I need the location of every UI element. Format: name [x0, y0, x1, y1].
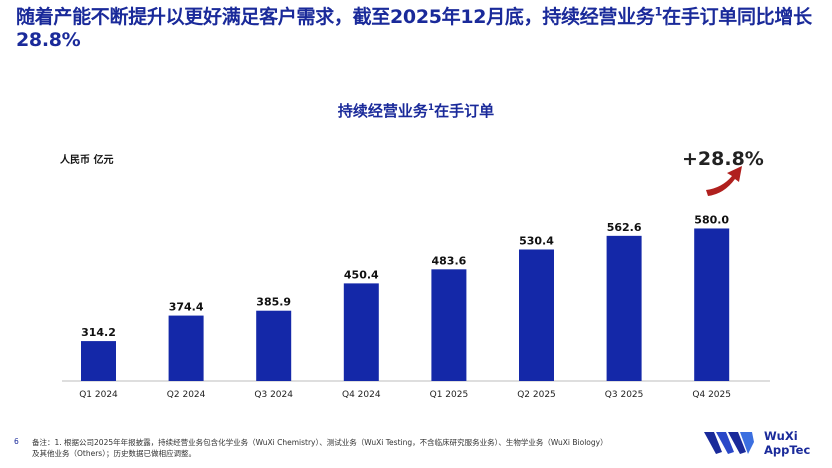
bar-q2-2025: [519, 249, 554, 381]
data-label: 580.0: [694, 213, 729, 226]
y-unit-label: 人民币 亿元: [60, 155, 114, 166]
headline-footnote-marker: 1: [654, 4, 663, 19]
chart-title-text: 持续经营业务: [337, 102, 428, 120]
page-headline: 随着产能不断提升以更好满足客户需求，截至2025年12月底，持续经营业务1在手订…: [16, 6, 816, 52]
headline-text: 随着产能不断提升以更好满足客户需求，截至2025年12月底，持续经营业务: [16, 6, 655, 28]
bar-q3-2025: [606, 235, 642, 381]
wuxi-apptec-logo: WuXi AppTec: [702, 428, 822, 462]
x-tick-label: Q4 2024: [342, 390, 381, 400]
page-number: 6: [14, 437, 19, 446]
logo-line-1: WuXi: [764, 429, 798, 443]
footnote-line-2: 及其他业务（Others）；历史数据已做相应调整。: [32, 449, 196, 458]
footnote-line-1: 备注：1. 根据公司2025年年报披露，持续经营业务包含化学业务（WuXi Ch…: [32, 438, 608, 447]
x-tick-label: Q3 2025: [605, 390, 644, 400]
chart-title-footnote-marker: 1: [427, 103, 435, 113]
footnote: 备注：1. 根据公司2025年年报披露，持续经营业务包含化学业务（WuXi Ch…: [32, 437, 712, 459]
data-label: 450.4: [344, 268, 379, 281]
bar-q3-2024: [256, 310, 292, 381]
x-tick-label: Q1 2024: [79, 390, 118, 400]
bar-q2-2024: [168, 315, 204, 381]
data-label: 374.4: [169, 301, 204, 314]
x-tick-label: Q4 2025: [692, 390, 731, 400]
growth-label: +28.8%: [682, 148, 764, 170]
bar-q1-2024: [81, 341, 116, 381]
x-tick-label: Q2 2024: [167, 390, 206, 400]
data-label: 530.4: [519, 234, 554, 247]
bar-q4-2024: [343, 283, 379, 381]
x-tick-label: Q3 2024: [254, 390, 293, 400]
logo-mark-icon: [704, 432, 754, 454]
growth-arrow-icon: [706, 166, 742, 196]
chart-title: 持续经营业务1在手订单: [0, 100, 832, 121]
chart-title-tail: 在手订单: [434, 102, 495, 120]
data-label: 385.9: [256, 296, 291, 309]
x-tick-label: Q2 2025: [517, 390, 556, 400]
headline-text-tail: 在手订单同比增长28.8%: [16, 6, 812, 51]
bar-q1-2025: [431, 269, 467, 381]
data-label: 483.6: [432, 254, 467, 267]
x-tick-label: Q1 2025: [430, 390, 469, 400]
bar-q4-2025: [694, 228, 730, 381]
logo-text: WuXi AppTec: [764, 429, 810, 457]
logo-line-2: AppTec: [764, 443, 811, 457]
data-label: 562.6: [607, 221, 642, 234]
data-label: 314.2: [81, 326, 116, 339]
